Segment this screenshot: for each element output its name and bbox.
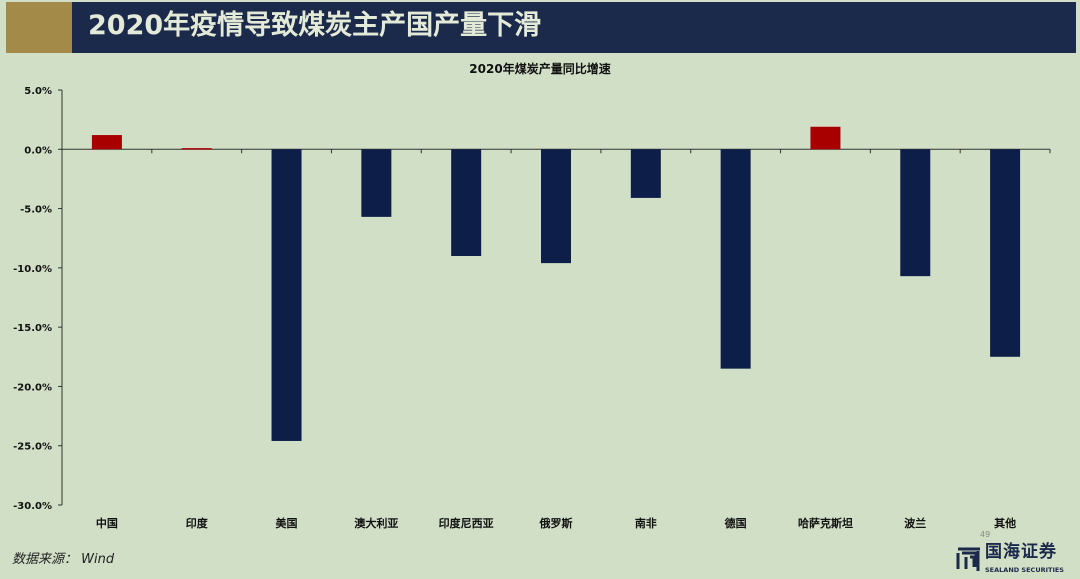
bar-印度 bbox=[181, 148, 212, 150]
bar-俄罗斯 bbox=[541, 149, 571, 264]
source-note: 数据来源： Wind bbox=[12, 552, 115, 567]
x-tick-label: 南非 bbox=[635, 516, 657, 530]
bar-澳大利亚 bbox=[361, 149, 392, 217]
bar-德国 bbox=[720, 149, 751, 369]
chart-title: 2020年煤炭产量同比增速 bbox=[469, 62, 611, 76]
page-number: 49 bbox=[980, 530, 991, 539]
x-tick-label: 哈萨克斯坦 bbox=[798, 516, 853, 530]
y-tick-label: -20.0% bbox=[13, 382, 52, 393]
y-tick-label: 0.0% bbox=[24, 145, 52, 156]
y-tick-label: -25.0% bbox=[13, 442, 52, 453]
y-tick-label: -10.0% bbox=[13, 264, 52, 275]
x-tick-label: 澳大利亚 bbox=[354, 516, 398, 530]
x-tick-label: 俄罗斯 bbox=[539, 516, 573, 530]
y-tick-label: -30.0% bbox=[13, 501, 52, 512]
x-tick-label: 美国 bbox=[276, 516, 298, 530]
x-tick-label: 印度尼西亚 bbox=[439, 516, 494, 530]
x-tick-label: 波兰 bbox=[904, 516, 926, 530]
logo-text-en: SEALAND SECURITIES bbox=[985, 566, 1064, 574]
header-accent-block bbox=[6, 2, 72, 53]
bar-哈萨克斯坦 bbox=[810, 126, 841, 150]
y-tick-label: -5.0% bbox=[20, 205, 52, 216]
bar-印度尼西亚 bbox=[451, 149, 482, 256]
header-bar bbox=[72, 2, 1076, 53]
page-title: 2020年疫情导致煤炭主产国产量下滑 bbox=[88, 10, 542, 41]
logo-text-cn: 国海证券 bbox=[985, 542, 1057, 562]
bar-其他 bbox=[990, 149, 1021, 357]
y-tick-label: -15.0% bbox=[13, 323, 52, 334]
bar-中国 bbox=[91, 135, 122, 150]
x-tick-label: 印度 bbox=[186, 516, 209, 530]
bar-美国 bbox=[271, 149, 302, 441]
y-tick-label: 5.0% bbox=[24, 86, 52, 97]
x-tick-label: 其他 bbox=[994, 516, 1016, 530]
sealand-logo-icon bbox=[956, 547, 980, 571]
x-tick-label: 中国 bbox=[96, 516, 118, 530]
x-tick-label: 德国 bbox=[724, 516, 747, 530]
bar-波兰 bbox=[900, 149, 931, 277]
bar-南非 bbox=[630, 149, 661, 198]
